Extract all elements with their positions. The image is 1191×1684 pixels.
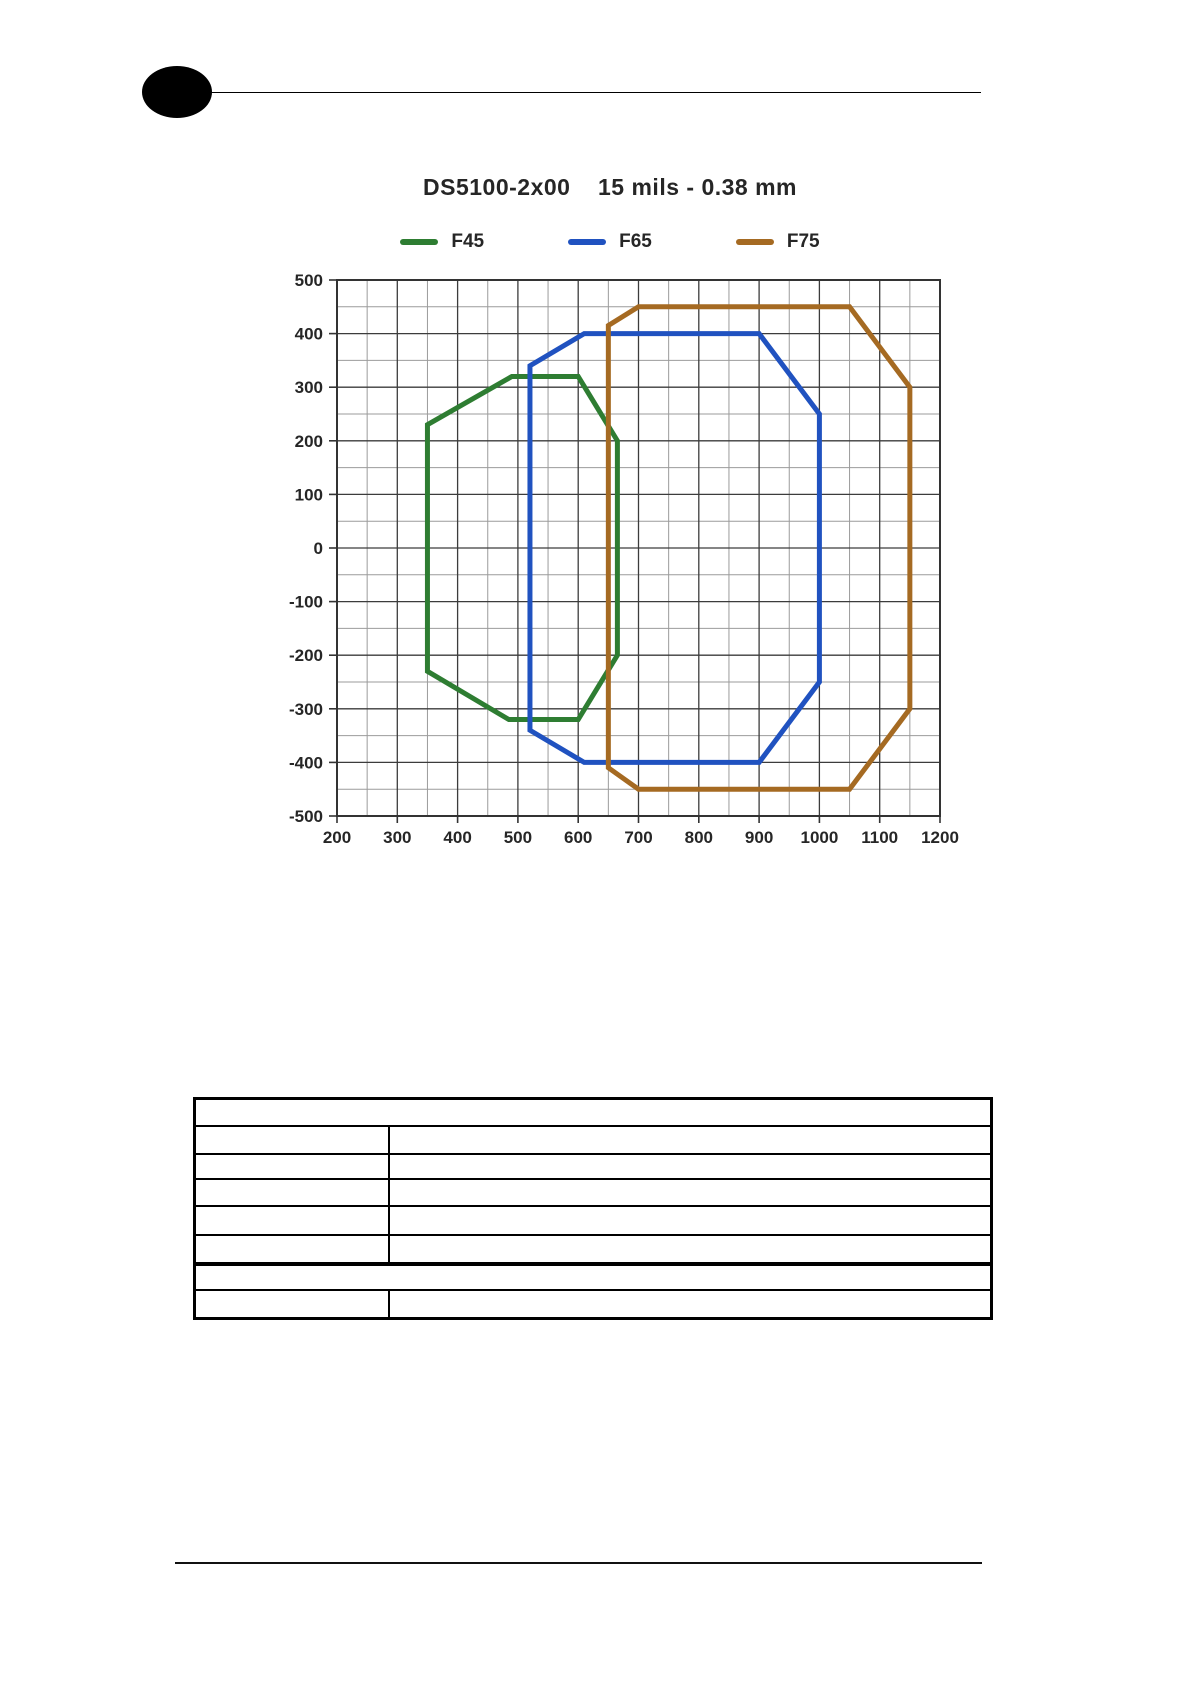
table-cell: [193, 1124, 390, 1155]
x-tick-label: 1100: [861, 828, 898, 847]
x-tick-label: 600: [564, 828, 592, 847]
table-cell: [193, 1288, 390, 1320]
table-row: [193, 1204, 993, 1236]
table-row: [193, 1261, 993, 1291]
y-tick-label: 300: [295, 378, 323, 397]
legend-item-f75: F75: [735, 231, 820, 253]
y-tick-label: 0: [314, 539, 323, 558]
table-cell: [193, 1177, 390, 1207]
table-cell: [193, 1097, 993, 1127]
y-tick-label: -400: [289, 753, 323, 772]
series-f65-polygon: [527, 331, 822, 765]
legend-swatch-f45: [400, 239, 439, 245]
table-row: [193, 1152, 993, 1180]
spec-table: [193, 1097, 993, 1320]
table-row: [193, 1097, 993, 1127]
table-row: [193, 1233, 993, 1265]
y-tick-label: 500: [295, 271, 323, 290]
y-tick-label: -300: [289, 700, 323, 719]
legend-swatch-f65: [568, 239, 607, 245]
x-tick-label: 800: [685, 828, 713, 847]
chart-legend: F45 F65 F75: [280, 231, 940, 253]
table-cell: [387, 1177, 993, 1207]
footer-divider: [175, 1562, 982, 1564]
table-cell: [387, 1233, 993, 1265]
y-tick-label: 100: [295, 485, 323, 504]
table-cell: [387, 1204, 993, 1236]
x-tick-label: 1200: [921, 828, 959, 847]
y-tick-label: -500: [289, 807, 323, 826]
legend-swatch-f75: [735, 239, 774, 245]
series-f45-polygon: [424, 373, 620, 723]
y-tick-label: -200: [289, 646, 323, 665]
x-tick-label: 200: [323, 828, 351, 847]
x-tick-label: 900: [745, 828, 773, 847]
y-tick-label: 400: [295, 325, 323, 344]
table-cell: [387, 1152, 993, 1180]
x-tick-label: 400: [443, 828, 471, 847]
table-cell: [193, 1152, 390, 1180]
table-cell: [193, 1233, 390, 1265]
legend-item-f65: F65: [568, 231, 652, 253]
x-tick-label: 300: [383, 828, 411, 847]
series-f75-polygon: [605, 304, 913, 792]
table-cell: [193, 1261, 993, 1291]
table-row: [193, 1288, 993, 1320]
legend-label-f45: F45: [451, 231, 485, 252]
table-cell: [387, 1124, 993, 1155]
chart-title: DS5100-2x00 15 mils - 0.38 mm: [423, 174, 797, 200]
table-row: [193, 1124, 993, 1155]
x-tick-label: 500: [504, 828, 532, 847]
table-cell: [387, 1288, 993, 1320]
y-tick-label: 200: [295, 432, 323, 451]
legend-label-f65: F65: [619, 231, 652, 252]
x-tick-label: 1000: [800, 828, 838, 847]
table-row: [193, 1177, 993, 1207]
y-tick-label: -100: [289, 593, 323, 612]
table-cell: [193, 1204, 390, 1236]
legend-item-f45: F45: [400, 231, 484, 253]
legend-label-f75: F75: [786, 231, 820, 252]
company-logo-ellipse: [142, 66, 212, 118]
header-divider: [205, 92, 981, 93]
x-tick-label: 700: [624, 828, 652, 847]
